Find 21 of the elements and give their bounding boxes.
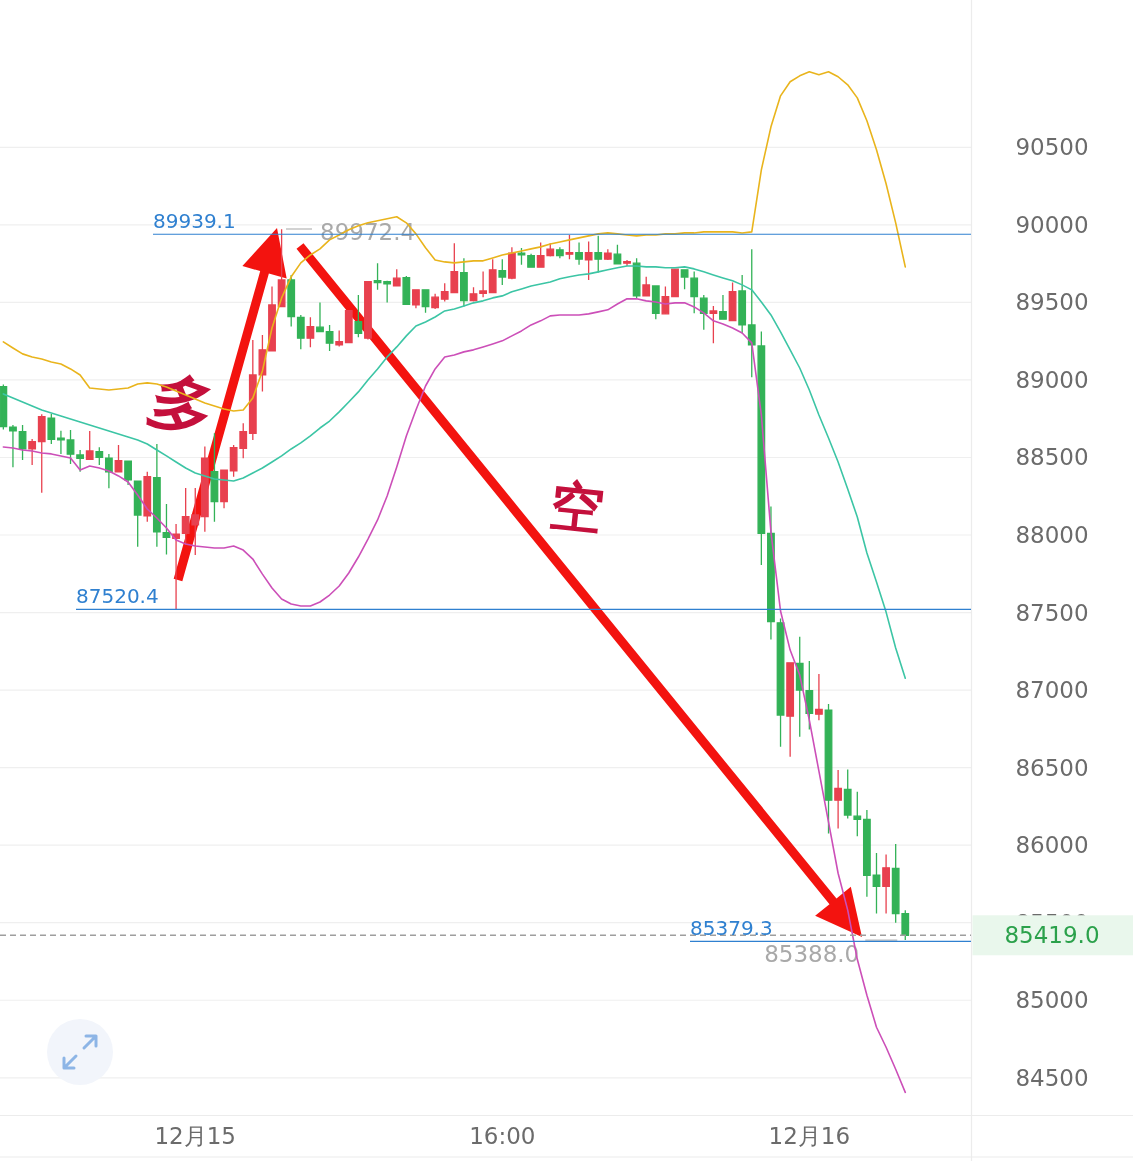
y-tick-label: 85000: [1015, 987, 1089, 1014]
y-tick-label: 89000: [1015, 366, 1089, 393]
x-tick-label: 16:00: [469, 1123, 536, 1149]
y-tick-label: 86500: [1015, 754, 1089, 781]
ref-line-label: 85419.0: [1004, 922, 1100, 949]
y-tick-label: 87000: [1015, 677, 1089, 704]
price-line-label: 87520.4: [76, 584, 159, 609]
y-tick-label: 88500: [1015, 444, 1089, 471]
annotation: 空: [546, 472, 608, 542]
y-tick-label: 86000: [1015, 832, 1089, 859]
x-tick-label: 12月16: [768, 1123, 851, 1149]
y-tick-label: 87500: [1015, 599, 1089, 626]
y-tick-label: 88000: [1015, 522, 1089, 549]
y-tick-label: 90500: [1015, 134, 1089, 161]
x-tick-label: 12月15: [154, 1123, 237, 1149]
price-line-label: 85379.3: [690, 916, 773, 941]
price-line-label: 89939.1: [153, 209, 236, 234]
annotation: 多: [140, 359, 226, 451]
y-tick-label: 89500: [1015, 289, 1089, 316]
y-tick-label: 90000: [1015, 211, 1089, 238]
y-tick-label: 84500: [1015, 1064, 1089, 1091]
